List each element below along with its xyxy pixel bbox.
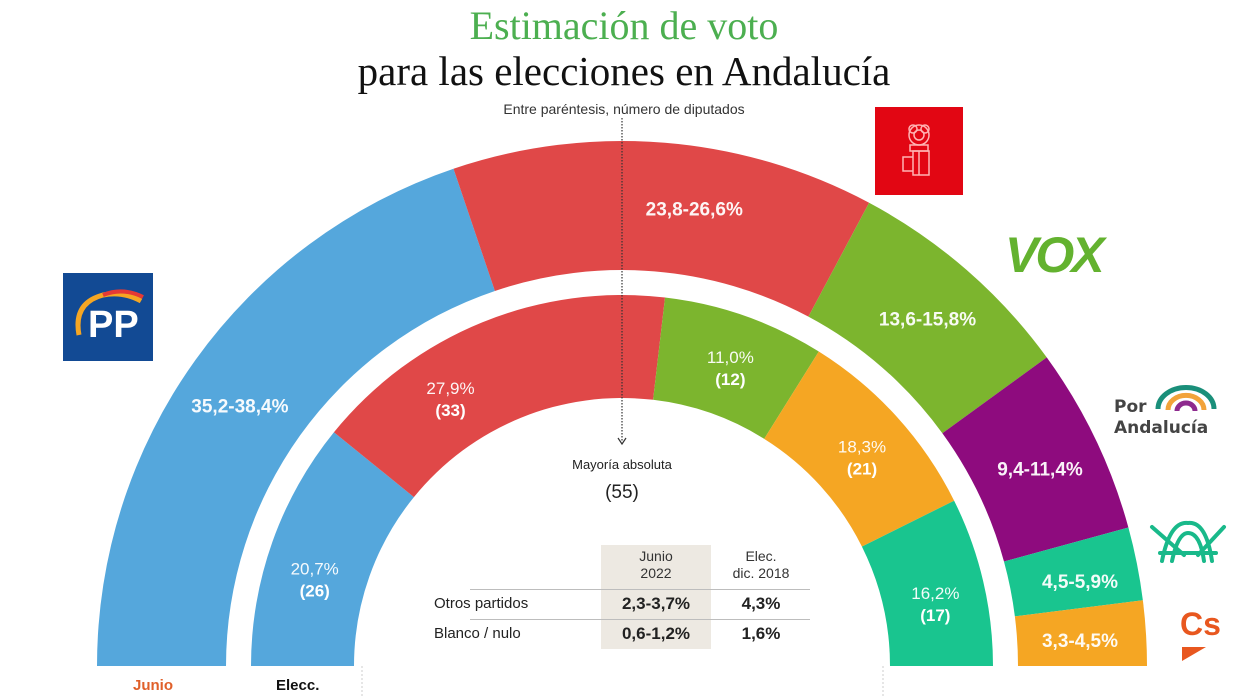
majority-arrow-icon (617, 437, 627, 446)
outer-segment-cs (1014, 600, 1147, 666)
col-header-elec-line2: dic. 2018 (732, 565, 790, 581)
row-value-blanco-junio: 0,6-1,2% (621, 624, 691, 643)
table-divider (470, 589, 810, 590)
col-header-junio: Junio 2022 (601, 548, 711, 582)
majority-label: Mayoría absoluta (572, 457, 672, 472)
por-andalucia-text2: Andalucía (1114, 418, 1208, 438)
inner-label-adelante-andalucia: 16,2% (911, 584, 959, 603)
outer-segment-pp (97, 168, 495, 667)
chart-title: Estimación de voto (469, 3, 779, 48)
outer-ring-junio-2022 (97, 140, 1147, 667)
outer-label-psoe: 23,8-26,6% (646, 200, 743, 221)
pp-logo-icon: PP (75, 289, 144, 346)
row-value-otros-elec: 4,3% (741, 594, 781, 613)
pp-logo: PP (63, 273, 153, 361)
chart-title-line2: para las elecciones en Andalucía (357, 48, 891, 94)
cs-logo-icon: Cs (1180, 606, 1221, 661)
col-header-elec: Elec. dic. 2018 (716, 548, 806, 582)
inner-ring-elecciones-2018 (251, 295, 993, 666)
col-header-elec-line1: Elec. (745, 548, 777, 564)
row-label-blanco: Blanco / nulo (434, 625, 521, 642)
inner-label-pp: 20,7% (291, 560, 339, 579)
row-value-blanco-elec: 1,6% (741, 624, 781, 643)
inner-seats-cs: (21) (847, 459, 877, 478)
psoe-logo (875, 107, 963, 195)
inner-label-vox: 11,0% (707, 348, 754, 367)
outer-label-vox: 13,6-15,8% (879, 309, 976, 330)
outer-ring-label: Junio (133, 677, 173, 694)
inner-label-cs: 18,3% (838, 437, 886, 456)
inner-segment-adelante-andalucia (861, 500, 993, 666)
others-table: Junio 2022 Elec. dic. 2018 Otros partido… (432, 544, 810, 652)
adelante-andalucia-icon (1150, 520, 1226, 563)
por-andalucia-text1: Por (1114, 397, 1147, 417)
inner-segment-vox (653, 297, 819, 439)
col-header-junio-line2: 2022 (640, 565, 672, 581)
psoe-rose-fist-icon (902, 124, 930, 176)
outer-segment-adelante-andalucia (1003, 527, 1143, 617)
outer-label-adelante-andalucia: 4,5-5,9% (1042, 572, 1118, 593)
vox-logo: VOX (1005, 227, 1105, 283)
pp-logo-text: PP (88, 304, 139, 346)
por-andalucia-logo: Por Andalucía (1114, 383, 1224, 443)
inner-seats-psoe: (33) (435, 401, 465, 420)
outer-label-pp: 35,2-38,4% (191, 396, 288, 417)
junio-column-shade (601, 545, 711, 649)
col-header-junio-line1: Junio (639, 548, 673, 564)
outer-segment-vox (808, 202, 1047, 434)
table-divider (470, 619, 810, 620)
majority-seats: (55) (605, 482, 639, 503)
row-label-otros: Otros partidos (434, 595, 529, 612)
inner-ring-label: Elecc. (276, 677, 320, 694)
inner-segment-pp (251, 432, 414, 666)
outer-ring-labels: 35,2-38,4% 23,8-26,6% 13,6-15,8% 9,4-11,4% 4… (191, 200, 1118, 652)
inner-segment-cs (764, 351, 955, 547)
outer-segment-psoe (453, 140, 870, 317)
adelante-andalucia-logo (1148, 515, 1228, 567)
outer-segment-por-andalucia (942, 357, 1129, 562)
inner-segment-psoe (333, 295, 666, 498)
chart-subtitle: Entre paréntesis, número de diputados (503, 101, 745, 117)
inner-label-psoe: 27,9% (426, 379, 474, 398)
row-value-otros-junio: 2,3-3,7% (621, 594, 691, 613)
inner-seats-pp: (26) (300, 582, 330, 601)
outer-label-por-andalucia: 9,4-11,4% (997, 459, 1083, 480)
cs-logo-text: Cs (1180, 606, 1221, 642)
inner-seats-adelante-andalucia: (17) (920, 606, 950, 625)
por-andalucia-rainbow-icon: Por Andalucía (1114, 384, 1217, 438)
outer-label-cs: 3,3-4,5% (1042, 631, 1118, 652)
inner-seats-vox: (12) (715, 370, 745, 389)
inner-ring-labels: 20,7% (26) 27,9% (33) 11,0% (12) 18,3% (21) 16,2… (291, 348, 960, 625)
cs-logo: Cs (1180, 605, 1230, 665)
